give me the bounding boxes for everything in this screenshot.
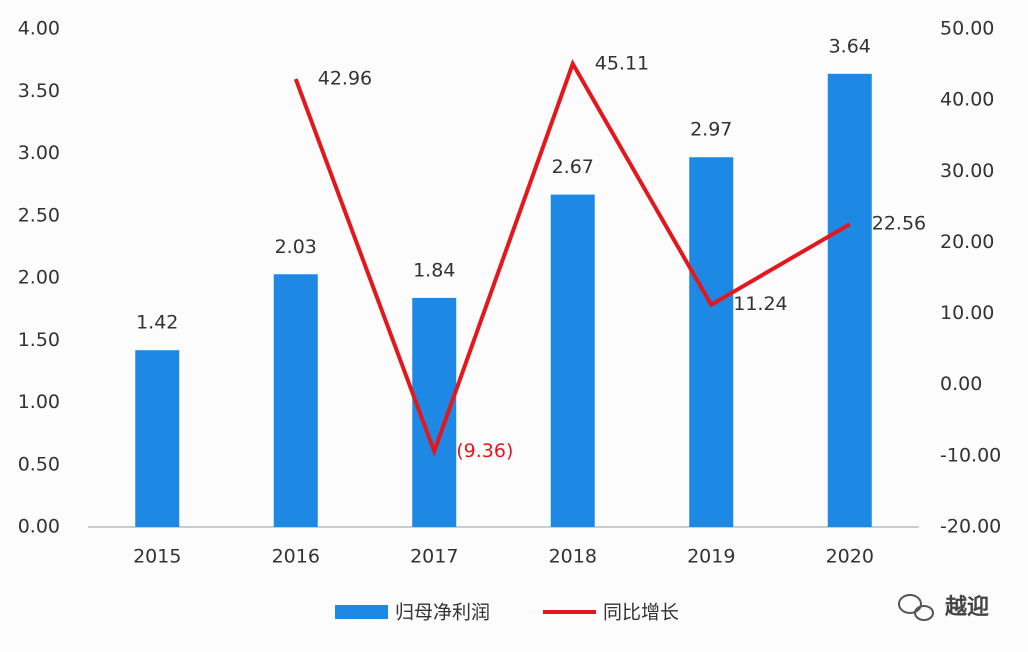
x-tick-label: 2016	[272, 546, 320, 568]
bar-value-label: 1.84	[413, 259, 455, 281]
bar-value-label: 1.42	[136, 312, 178, 334]
watermark: 越迎	[944, 594, 989, 620]
x-tick-label: 2020	[826, 546, 874, 568]
bar	[827, 73, 872, 527]
x-tick-label: 2019	[687, 546, 735, 568]
x-tick-label: 2017	[410, 546, 458, 568]
watermark-icon	[898, 594, 934, 621]
bar	[689, 157, 734, 528]
legend-label: 同比增长	[603, 602, 679, 624]
y-tick-label: 3.50	[18, 80, 60, 102]
y-tick-label: 4.00	[18, 18, 60, 40]
bar-value-label: 2.67	[552, 156, 594, 178]
y2-tick-label: 10.00	[940, 302, 994, 324]
x-tick-label: 2015	[133, 546, 181, 568]
bar-value-label: 2.03	[275, 236, 317, 258]
y-tick-label: 1.00	[18, 391, 60, 413]
line-value-label: 45.11	[595, 52, 649, 74]
y-tick-label: 2.50	[18, 204, 60, 226]
y2-tick-label: -20.00	[940, 516, 1001, 538]
line-value-label: (9.36)	[456, 440, 513, 462]
line-value-label: 42.96	[318, 68, 372, 90]
y2-tick-label: 20.00	[940, 231, 994, 253]
line	[293, 59, 851, 458]
y2-tick-label: 40.00	[940, 89, 994, 111]
bar-value-label: 3.64	[829, 35, 871, 57]
y2-tick-label: 0.00	[940, 373, 982, 395]
line-value-label: 22.56	[872, 213, 926, 235]
y-tick-label: 0.00	[18, 516, 60, 538]
bar-value-label: 2.97	[690, 119, 732, 141]
y2-tick-label: 50.00	[940, 18, 994, 40]
legend-label: 归母净利润	[395, 602, 490, 624]
y-tick-label: 3.00	[18, 142, 60, 164]
y-tick-label: 2.00	[18, 267, 60, 289]
y2-tick-label: -10.00	[940, 444, 1001, 466]
x-tick-label: 2018	[549, 546, 597, 568]
bar	[550, 194, 595, 527]
bar	[135, 350, 180, 527]
y-tick-label: 1.50	[18, 329, 60, 351]
y2-tick-label: 30.00	[940, 160, 994, 182]
line-value-label: 11.24	[733, 293, 787, 315]
legend-swatch	[335, 605, 388, 619]
bar	[273, 274, 318, 527]
y-tick-label: 0.50	[18, 453, 60, 475]
